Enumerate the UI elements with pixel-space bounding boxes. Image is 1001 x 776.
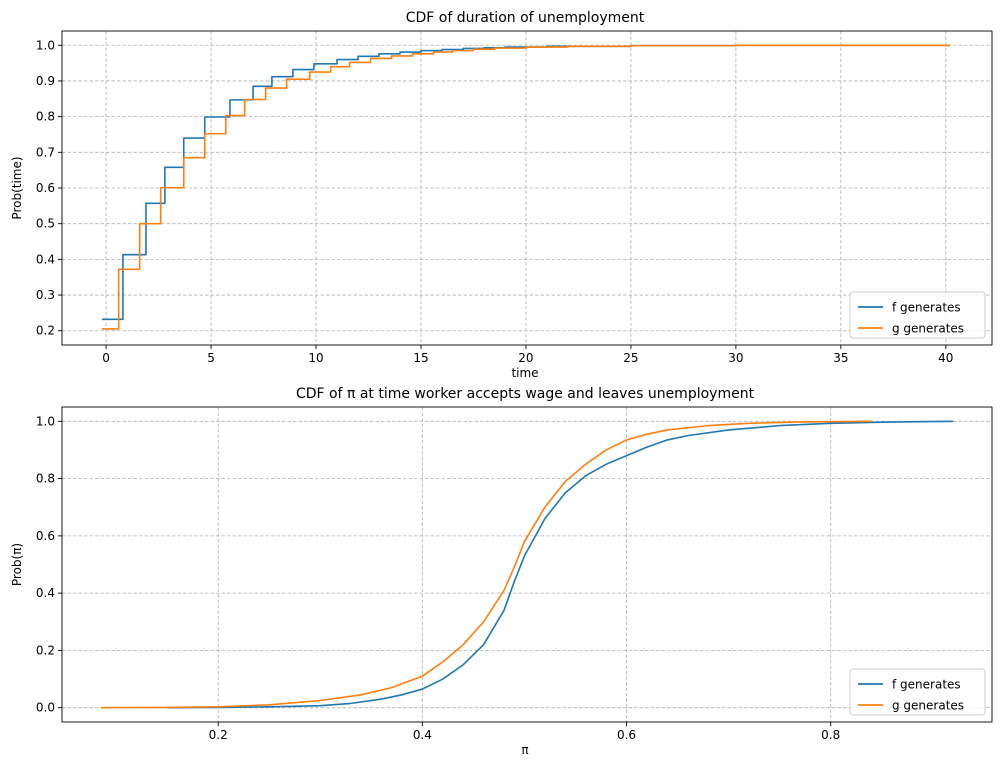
chart-2: 0.2 0.4 0.6 0.8 0.0 0.2 0.4 0.6 0.8 1.0 CDF of π a… <box>10 386 993 757</box>
chart-title: CDF of duration of unemployment <box>406 10 645 26</box>
y-axis-label: Prob(π) <box>10 543 24 586</box>
x-axis-label: time <box>511 366 538 380</box>
x-tick-label: 25 <box>623 351 638 365</box>
x-tick-label: 0.8 <box>821 728 840 742</box>
series-line-f-generates <box>167 420 954 709</box>
y-tick-label: 0.2 <box>36 643 55 657</box>
x-axis-label: π <box>521 743 528 757</box>
y-tick-label: 0.3 <box>36 288 55 302</box>
y-tick-label: 1.0 <box>36 38 55 52</box>
y-tick-label: 0.4 <box>36 586 55 600</box>
chart-1: 0 5 10 15 20 25 30 35 40 0.2 0.3 0.4 0.5 0.6 0.7 0.8 0.9… <box>10 10 993 380</box>
y-tick-label: 0.6 <box>36 181 55 195</box>
y-tick-label: 0.7 <box>36 145 55 159</box>
y-tick-label: 0.4 <box>36 252 55 266</box>
y-tick-label: 0.5 <box>36 217 55 231</box>
x-tick-label: 0.4 <box>413 728 432 742</box>
chart-title: CDF of π at time worker accepts wage and… <box>296 386 755 402</box>
series-line-f-generates <box>101 44 951 321</box>
plot-frame <box>61 406 993 723</box>
y-tick-label: 0.9 <box>36 74 55 88</box>
x-tick-label: 35 <box>833 351 848 365</box>
x-tick-label: 40 <box>938 351 953 365</box>
y-tick-label: 0.8 <box>36 472 55 486</box>
y-tick-label: 0.6 <box>36 529 55 543</box>
x-tick-label: 30 <box>728 351 743 365</box>
x-tick-label: 5 <box>207 351 215 365</box>
y-tick-label: 1.0 <box>36 414 55 428</box>
legend-label: f generates <box>892 678 961 692</box>
y-tick-label: 0.0 <box>36 701 55 715</box>
series-line-g-generates <box>100 420 872 709</box>
legend-label: g generates <box>892 699 964 713</box>
legend-label: g generates <box>892 322 964 336</box>
legend-box <box>849 668 986 716</box>
x-tick-label: 10 <box>308 351 323 365</box>
series-line-g-generates <box>101 44 951 330</box>
legend: f generates g generates <box>849 668 986 716</box>
legend-box <box>849 291 986 339</box>
y-tick-label: 0.2 <box>36 324 55 338</box>
y-tick-label: 0.8 <box>36 110 55 124</box>
x-tick-label: 15 <box>413 351 428 365</box>
legend-label: f generates <box>892 301 961 315</box>
x-tick-label: 0 <box>102 351 110 365</box>
y-axis-label: Prob(time) <box>10 156 24 219</box>
x-tick-label: 0.2 <box>209 728 228 742</box>
x-tick-label: 20 <box>518 351 533 365</box>
x-tick-label: 0.6 <box>617 728 636 742</box>
legend: f generates g generates <box>849 291 986 339</box>
